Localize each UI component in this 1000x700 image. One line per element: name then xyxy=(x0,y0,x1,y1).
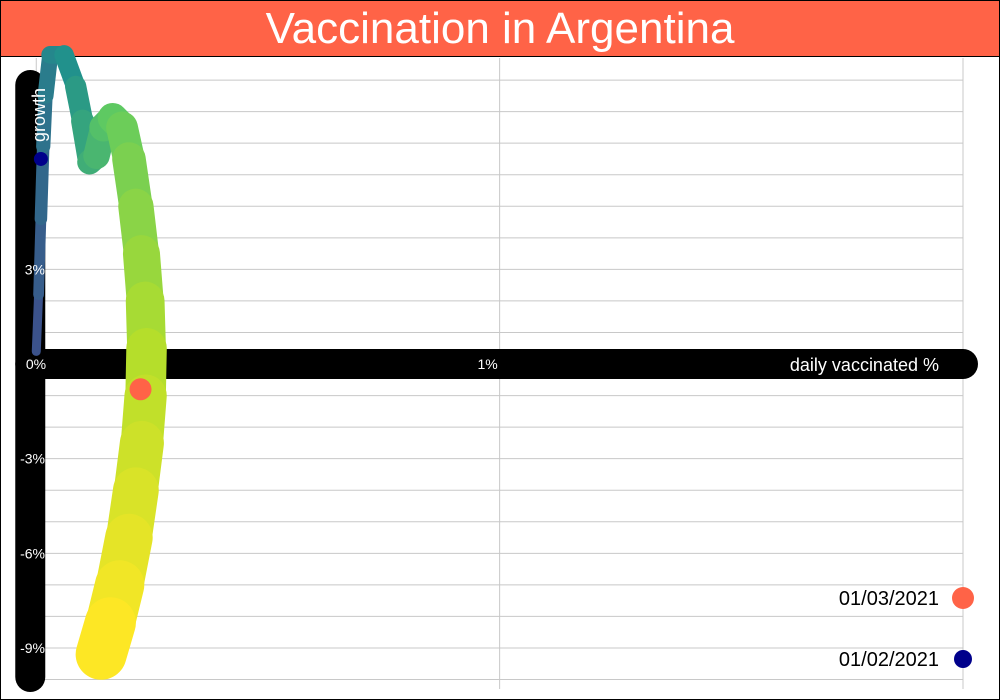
title-bar: Vaccination in Argentina xyxy=(1,1,999,57)
legend-swatch xyxy=(952,587,974,609)
y-tick-label: -9% xyxy=(20,640,45,656)
y-axis-label: growth xyxy=(29,88,49,142)
trail-segment xyxy=(31,290,44,356)
y-tick-label: -3% xyxy=(20,451,45,467)
chart-title: Vaccination in Argentina xyxy=(265,3,735,53)
y-tick-label: 3% xyxy=(25,261,45,277)
x-tick-label: 0% xyxy=(26,356,46,372)
legend-swatch xyxy=(954,650,972,668)
date-marker xyxy=(129,378,152,401)
x-tick-label: 1% xyxy=(478,356,498,372)
trail-segment xyxy=(75,597,136,680)
y-tick-label: -6% xyxy=(20,545,45,561)
date-marker xyxy=(33,151,48,166)
legend-label: 01/02/2021 xyxy=(839,649,939,671)
trail-segment xyxy=(36,88,53,154)
trail-segment xyxy=(33,213,47,300)
x-axis-label: daily vaccinated % xyxy=(790,355,939,375)
legend-label: 01/03/2021 xyxy=(839,588,939,610)
